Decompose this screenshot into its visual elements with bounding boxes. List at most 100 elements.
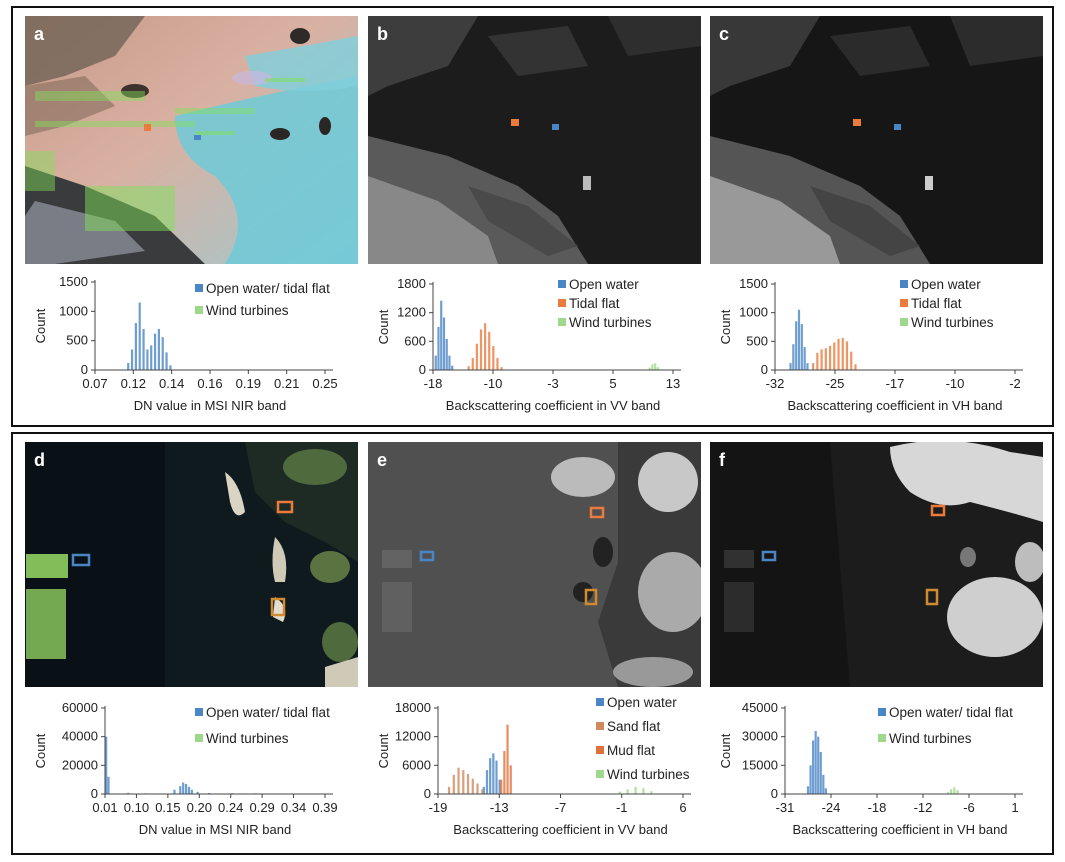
satellite-image-e: e xyxy=(368,442,701,687)
bar-f-s0-7 xyxy=(824,788,827,794)
bar-c-s1-5 xyxy=(833,342,836,370)
bar-d-s0-5 xyxy=(179,786,182,794)
legend-swatch-b-1 xyxy=(558,299,566,307)
x-tick-label-a-5: 0.21 xyxy=(274,376,299,391)
y-tick-label-c-2: 1000 xyxy=(739,305,768,320)
x-tick-label-f-1: -24 xyxy=(822,800,841,815)
bar-c-s1-4 xyxy=(828,345,832,370)
bar-d-s0-2 xyxy=(127,792,130,794)
bar-c-s1-7 xyxy=(841,337,844,370)
x-tick-label-a-2: 0.14 xyxy=(159,376,184,391)
legend-label-e-2: Mud flat xyxy=(607,743,655,758)
bar-c-s1-8 xyxy=(845,341,849,370)
satellite-image-c-graphic xyxy=(710,16,1043,264)
y-tick-label-e-1: 6000 xyxy=(402,757,431,772)
bar-b-s0-3 xyxy=(442,317,446,370)
bar-a-s0-2 xyxy=(134,323,137,370)
bar-c-s0-5 xyxy=(803,347,806,370)
bar-a-s0-0 xyxy=(127,362,130,370)
bar-d-s0-10 xyxy=(196,791,199,794)
histogram-e: 0 6000 12000 18000 -19 -13 -7 -1 6 Backscattering… xyxy=(368,692,701,850)
bar-a-s0-8 xyxy=(157,328,160,370)
y-tick-label-d-2: 40000 xyxy=(62,729,98,744)
legend-swatch-c-0 xyxy=(900,280,908,288)
bar-e-s1-0 xyxy=(447,786,451,794)
bar-a-s0-5 xyxy=(146,349,149,370)
legend-swatch-e-0 xyxy=(596,698,604,706)
y-tick-label-c-0: 0 xyxy=(761,362,768,377)
bar-b-s0-4 xyxy=(445,338,448,370)
x-tick-label-a-1: 0.12 xyxy=(121,376,146,391)
bar-e-s0-3 xyxy=(492,753,495,794)
y-tick-label-a-3: 1500 xyxy=(59,274,88,289)
bar-d-s0-6 xyxy=(182,782,185,794)
x-tick-label-d-0: 0.01 xyxy=(92,800,117,815)
bar-f-s0-2 xyxy=(812,740,815,794)
x-tick-label-c-0: -32 xyxy=(766,376,785,391)
sample-box-open-water-d xyxy=(71,553,91,567)
legend-swatch-e-2 xyxy=(596,746,604,754)
bar-a-s0-4 xyxy=(142,328,145,370)
x-tick-label-b-4: 13 xyxy=(666,376,680,391)
legend-swatch-b-2 xyxy=(558,318,566,326)
panel-letter-d: d xyxy=(34,450,45,470)
bar-e-s3-3 xyxy=(642,788,645,794)
bar-a-s0-11 xyxy=(169,365,172,370)
sample-box-tidal-flat-b xyxy=(511,119,519,126)
bar-b-s1-7 xyxy=(496,358,499,370)
legend-label-a-1: Wind turbines xyxy=(206,303,289,318)
bar-f-s1-3 xyxy=(956,790,959,794)
bar-b-s1-5 xyxy=(488,331,491,370)
legend-swatch-d-0 xyxy=(195,708,203,716)
satellite-image-d-graphic xyxy=(25,442,358,687)
y-tick-label-c-3: 1500 xyxy=(739,276,768,291)
x-tick-label-d-7: 0.39 xyxy=(312,800,337,815)
bar-b-s2-1 xyxy=(651,364,654,370)
x-tick-label-d-4: 0.24 xyxy=(218,800,243,815)
bar-b-s1-3 xyxy=(479,329,483,370)
bar-e-s2-3 xyxy=(509,765,512,794)
bar-a-s0-9 xyxy=(161,337,164,370)
legend-label-b-1: Tidal flat xyxy=(569,296,620,311)
bar-c-s1-1 xyxy=(816,352,819,370)
histogram-a: 0 500 1000 1500 0.07 0.12 0.14 0.16 0.19 0.21 0.25… xyxy=(25,270,358,422)
histogram-d: 0 20000 40000 60000 0.01 0.10 0.15 0.20 0.24 0.29… xyxy=(25,692,358,850)
histogram-e-svg: 0 6000 12000 18000 -19 -13 -7 -1 6 Backscattering… xyxy=(376,695,691,837)
bar-e-s0-5 xyxy=(498,779,501,794)
histogram-d-svg: 0 20000 40000 60000 0.01 0.10 0.15 0.20 0.24 0.29… xyxy=(33,700,338,837)
legend-label-d-1: Wind turbines xyxy=(206,731,289,746)
x-axis-label-c: Backscattering coefficient in VH band xyxy=(787,398,1002,413)
histogram-f: 0 15000 30000 45000 -31 -24 -18 -12 -6 1 Backscatt… xyxy=(710,692,1043,850)
y-axis-label-a: Count xyxy=(33,308,48,343)
bar-c-s1-6 xyxy=(837,339,840,370)
x-tick-label-d-6: 0.34 xyxy=(281,800,306,815)
bar-d-s0-7 xyxy=(184,783,188,794)
bar-b-s2-2 xyxy=(654,363,657,370)
bar-d-s0-0 xyxy=(105,736,108,794)
bar-b-s2-3 xyxy=(656,367,660,370)
sample-box-open-water-c xyxy=(894,124,901,130)
wind-turbine-dots-d xyxy=(26,554,68,659)
sample-box-tidal-flat-c xyxy=(853,119,861,126)
legend-label-c-1: Tidal flat xyxy=(911,296,962,311)
bar-f-s0-1 xyxy=(809,765,812,794)
y-axis-label-e: Count xyxy=(376,733,391,768)
bar-d-s0-4 xyxy=(173,789,176,794)
bar-b-s1-6 xyxy=(492,346,495,370)
y-tick-label-f-2: 30000 xyxy=(742,729,778,744)
x-tick-label-d-3: 0.20 xyxy=(187,800,212,815)
x-tick-label-a-6: 0.25 xyxy=(312,376,337,391)
y-tick-label-b-2: 1200 xyxy=(397,305,426,320)
legend-swatch-b-0 xyxy=(558,280,566,288)
bar-b-s1-8 xyxy=(500,367,503,370)
bar-b-s1-1 xyxy=(471,358,474,370)
x-axis-label-b: Backscattering coefficient in VV band xyxy=(446,398,660,413)
x-tick-label-b-1: -10 xyxy=(484,376,503,391)
bar-d-s0-1 xyxy=(107,776,110,794)
y-axis-label-b: Count xyxy=(376,309,391,344)
sample-box-sand-flat-d xyxy=(270,597,286,617)
panel-letter-c: c xyxy=(719,24,730,44)
panel-letter-e: e xyxy=(377,450,388,470)
bar-a-s0-3 xyxy=(138,302,141,370)
bar-f-s1-0 xyxy=(946,792,950,794)
